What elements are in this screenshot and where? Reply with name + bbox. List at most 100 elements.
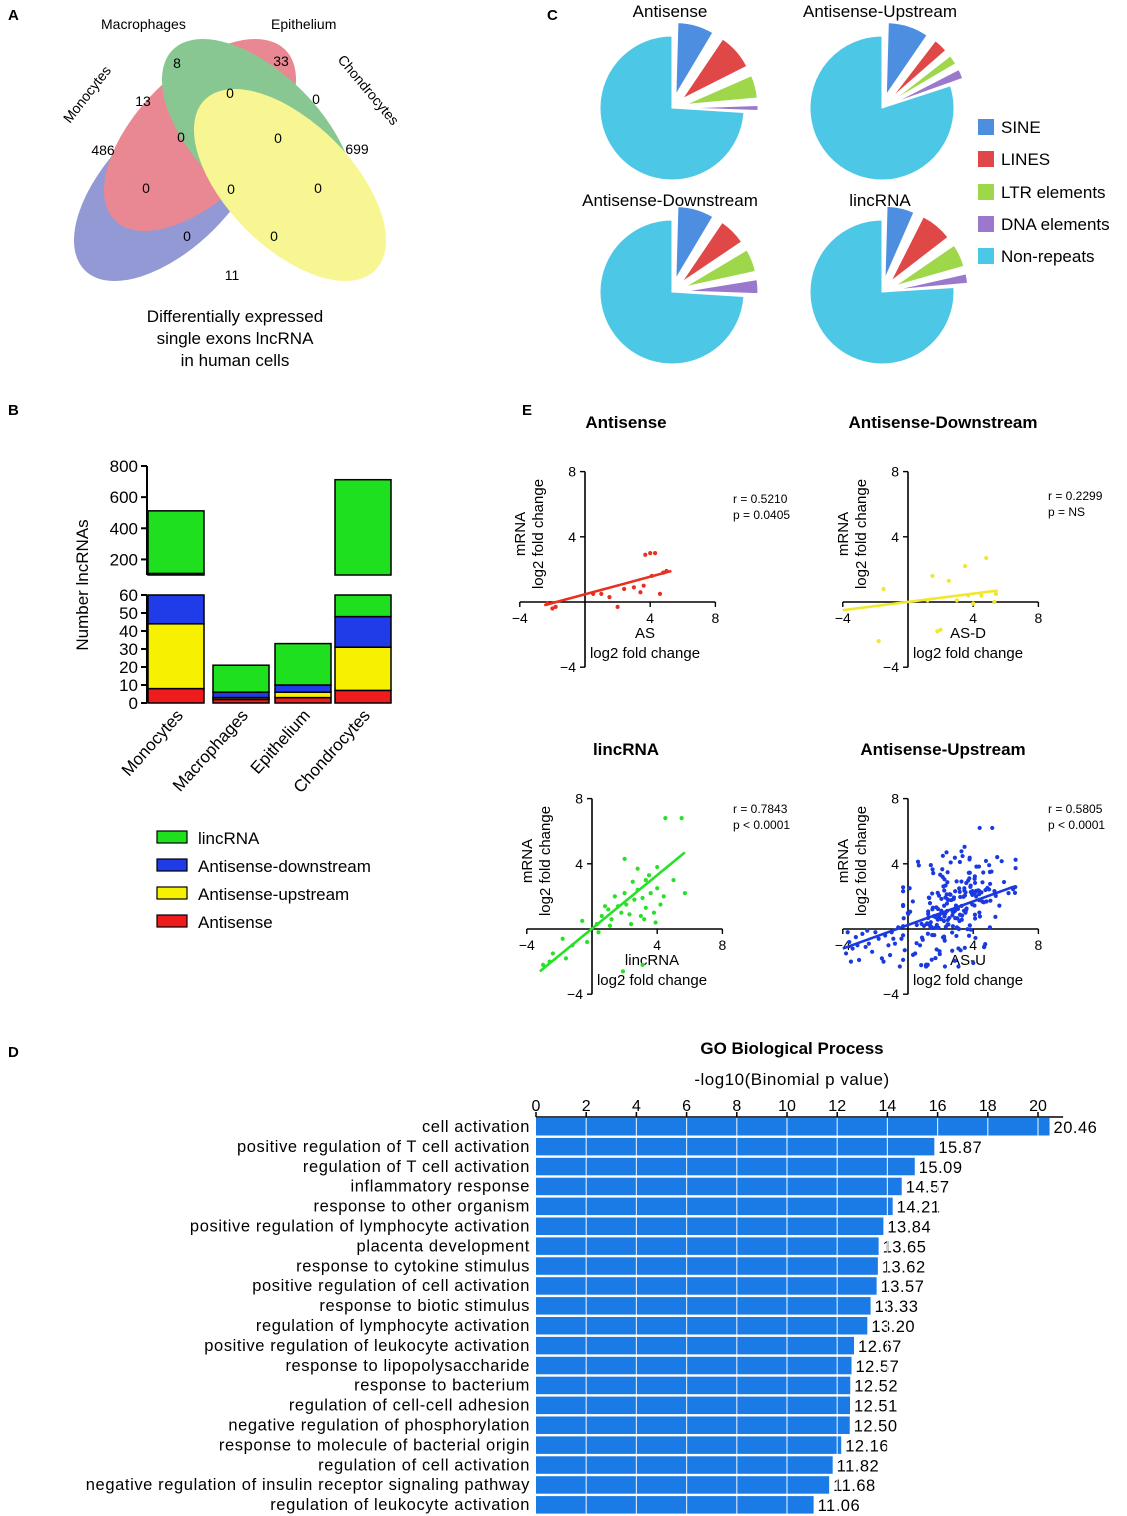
pie-antisense-downstream-slice-dna-elements <box>685 279 759 295</box>
e-point-antisense-upstream <box>941 884 946 889</box>
e-point-antisense-upstream <box>910 952 916 957</box>
b-bar-monocytes-lincrna-upper <box>147 510 205 575</box>
venn-shapes <box>73 38 387 282</box>
e-point-lincrna <box>640 895 645 901</box>
e-point-antisense-upstream <box>866 941 871 946</box>
b-bar-chondrocytes-antisense-upstream <box>334 646 392 692</box>
pie-antisense-upstream-slice-non-repeats <box>809 35 955 181</box>
e-point-lincrna <box>627 912 632 917</box>
e-point-antisense-upstream <box>873 930 878 935</box>
d-value-response-to-lipopolysaccharide: 12.57 <box>856 1358 900 1376</box>
e-fit-line-antisense-downstream <box>842 589 998 612</box>
e-point-antisense-upstream <box>954 933 959 939</box>
e-point-lincrna <box>653 920 658 925</box>
e-point-antisense-upstream <box>941 934 947 939</box>
e-x-label-line-1: AS-D <box>950 625 986 642</box>
b-bar-epithelium-antisense <box>274 696 332 704</box>
pie-lincrna-slice-sine <box>884 205 915 279</box>
panel-label-d: D <box>8 1044 19 1061</box>
e-point-antisense-upstream <box>947 915 952 921</box>
d-x-tick-label-8: 8 <box>732 1098 741 1115</box>
d-value-response-to-biotic-stimulus: 13.33 <box>875 1298 919 1316</box>
venn-count-mono-macro-epi: 0 <box>177 129 185 145</box>
d-value-negative-regulation-of-insulin-receptor-signaling-pathway: 11.68 <box>833 1477 876 1495</box>
pie-antisense-upstream-slice-dna-elements <box>894 68 964 103</box>
e-point-antisense-upstream <box>936 925 941 930</box>
d-bars: cell activation 20.46 positive regulation … <box>86 1118 1097 1516</box>
d-x-axis-label: -log10(Binomial p value) <box>694 1070 889 1089</box>
b-legend-label-antisense-downstream: Antisense-downstream <box>198 857 371 876</box>
e-point-antisense-upstream <box>977 914 983 919</box>
e-stat-p: p < 0.0001 <box>733 818 790 832</box>
d-value-response-to-molecule-of-bacterial-origin: 12.16 <box>845 1437 889 1455</box>
e-point-lincrna <box>682 891 688 896</box>
e-point-antisense-upstream <box>974 888 979 893</box>
e-point-antisense-upstream <box>929 925 934 930</box>
e-point-antisense-upstream <box>881 959 886 964</box>
pie-title-antisense-downstream: Antisense-Downstream <box>582 191 758 210</box>
d-term-cell-activation: cell activation <box>422 1118 530 1136</box>
venn-caption-line-2: single exons lncRNA <box>157 329 315 348</box>
b-bar-epithelium-lincrna <box>274 642 332 686</box>
e-point-antisense-upstream <box>961 894 966 899</box>
c-legend-label-ltr-elements: LTR elements <box>1001 183 1106 202</box>
e-point-antisense-upstream <box>944 850 949 855</box>
venn-count-all-four: 0 <box>227 181 235 197</box>
e-y-tick-label: −4 <box>567 986 583 1002</box>
e-stat-r: r = 0.2299 <box>1048 489 1103 503</box>
venn-counts: 486 8 33 699 13 0 0 0 0 11 0 0 0 0 0 <box>91 53 369 283</box>
e-point-lincrna <box>596 930 601 935</box>
e-point-antisense-upstream <box>944 892 949 897</box>
b-bar-monocytes-antisense <box>147 687 205 704</box>
e-y-label-line-2: log2 fold change <box>853 806 870 916</box>
e-point-antisense-upstream <box>942 903 947 908</box>
b-y-tick-label-20: 20 <box>119 658 138 677</box>
e-point-lincrna <box>638 913 644 919</box>
d-x-tick-label-2: 2 <box>582 1098 591 1115</box>
b-y-tick-label-600: 600 <box>110 488 138 507</box>
pie-antisense-downstream-slice-sine <box>675 206 714 281</box>
c-legend-swatch-sine <box>978 119 994 135</box>
panel-label-c: C <box>547 7 558 24</box>
e-point-antisense-upstream <box>993 914 998 919</box>
e-point-antisense-upstream <box>967 876 972 881</box>
e-point-antisense-upstream <box>927 901 933 906</box>
b-legend: lincRNA Antisense-downstream Antisense-ups… <box>156 829 371 932</box>
d-bar-inflammatory-response <box>536 1177 902 1196</box>
d-term-response-to-molecule-of-bacterial-origin: response to molecule of bacterial origin <box>219 1436 530 1454</box>
d-x-tick-label-0: 0 <box>532 1098 541 1115</box>
b-y-tick-label-50: 50 <box>119 604 138 623</box>
d-bar-placenta-development <box>536 1237 879 1255</box>
d-bar-response-to-other-organism <box>536 1197 893 1216</box>
e-point-antisense-upstream <box>931 871 936 876</box>
b-legend-swatch-antisense <box>156 914 188 928</box>
d-term-response-to-biotic-stimulus: response to biotic stimulus <box>319 1297 530 1315</box>
e-y-tick-label: 4 <box>575 856 583 872</box>
e-point-antisense-downstream <box>935 629 940 634</box>
d-title: GO Biological Process <box>700 1039 883 1058</box>
e-point-antisense-upstream <box>983 887 988 893</box>
e-x-tick-label: 4 <box>969 610 977 626</box>
b-legend-label-antisense: Antisense <box>198 913 273 932</box>
e-point-antisense-upstream <box>870 949 875 954</box>
b-bar-monocytes-antisense-upstream <box>147 623 205 690</box>
e-y-label-line-2: log2 fold change <box>537 806 554 916</box>
e-point-antisense-upstream <box>987 869 993 875</box>
e-y-tick-label: 4 <box>568 529 576 545</box>
e-point-antisense-upstream <box>843 951 849 956</box>
d-term-placenta-development: placenta development <box>357 1237 530 1255</box>
e-point-antisense-upstream <box>952 855 957 860</box>
d-bar-regulation-of-cell-cell-adhesion <box>536 1396 851 1415</box>
e-point-lincrna <box>643 878 648 883</box>
e-point-antisense-upstream <box>957 889 962 894</box>
d-term-positive-regulation-of-t-cell-activation: positive regulation of T cell activation <box>237 1138 530 1156</box>
e-point-antisense-upstream <box>956 946 961 951</box>
e-point-antisense-upstream <box>901 957 906 963</box>
e-point-antisense-upstream <box>1012 890 1018 895</box>
e-x-tick-label: 8 <box>719 937 727 953</box>
e-point-antisense-upstream <box>930 867 935 872</box>
e-point-antisense-upstream <box>847 939 852 945</box>
pie-lincrna-slice-dna-elements <box>895 273 969 291</box>
